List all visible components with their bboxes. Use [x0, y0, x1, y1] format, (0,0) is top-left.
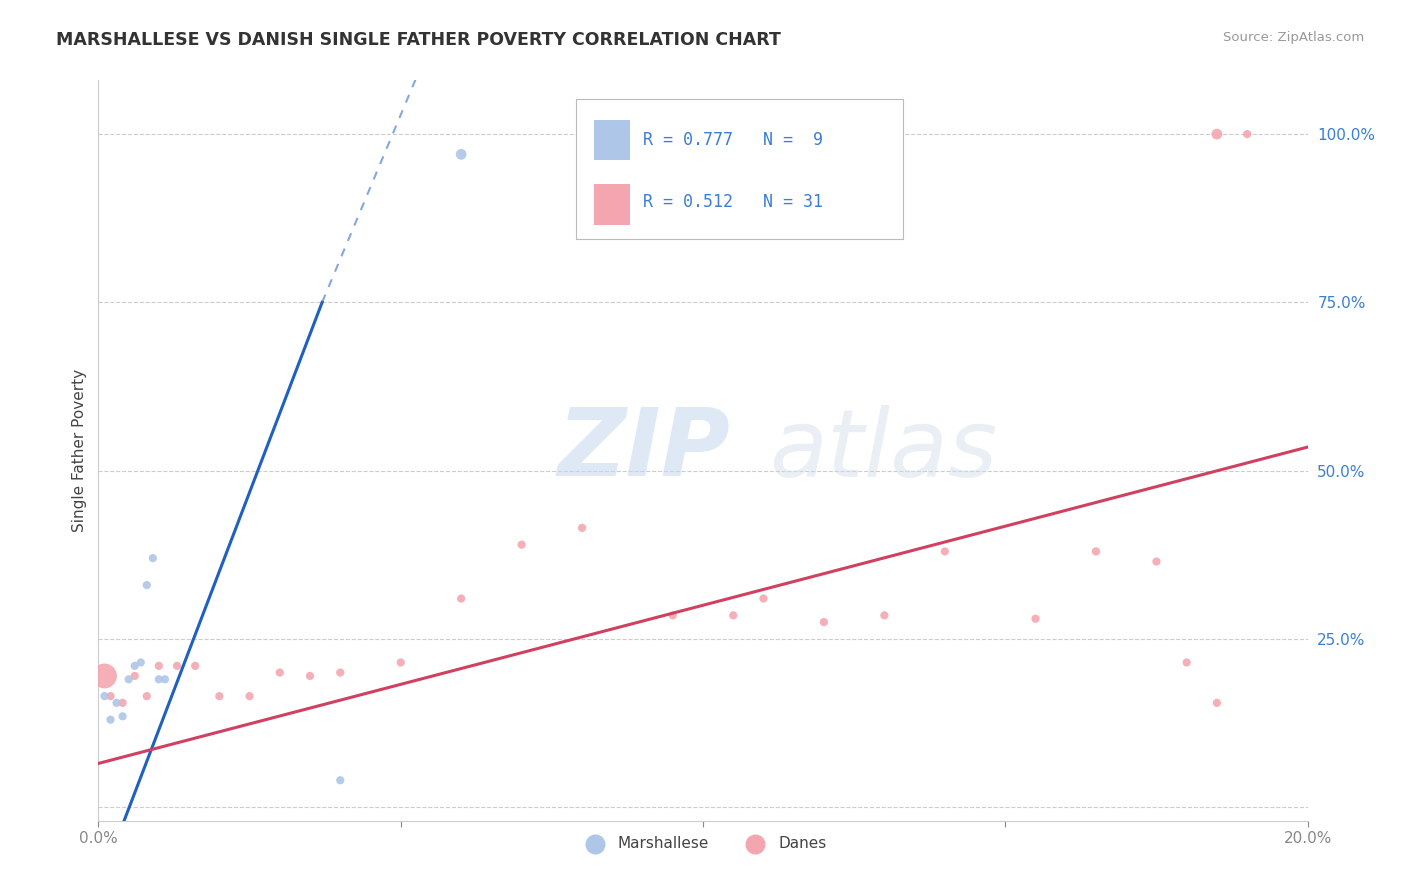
- Point: [118, 673, 141, 687]
- Text: atlas: atlas: [769, 405, 998, 496]
- Point: [1144, 554, 1167, 569]
- Point: [100, 713, 122, 727]
- Y-axis label: Single Father Poverty: Single Father Poverty: [72, 369, 87, 532]
- Point: [142, 551, 165, 566]
- Point: [1236, 127, 1258, 141]
- Point: [873, 608, 896, 623]
- Point: [208, 689, 231, 703]
- Point: [329, 773, 352, 788]
- Point: [148, 673, 170, 687]
- Point: [269, 665, 291, 680]
- Point: [124, 658, 146, 673]
- Text: R = 0.777   N =  9: R = 0.777 N = 9: [643, 130, 823, 148]
- Legend: Marshallese, Danes: Marshallese, Danes: [574, 830, 832, 857]
- Point: [1206, 696, 1229, 710]
- Point: [239, 689, 262, 703]
- Point: [1024, 612, 1046, 626]
- Text: Source: ZipAtlas.com: Source: ZipAtlas.com: [1223, 31, 1364, 45]
- Point: [93, 689, 115, 703]
- Bar: [595, 120, 630, 161]
- Point: [1206, 127, 1229, 141]
- Point: [124, 669, 146, 683]
- Point: [100, 689, 122, 703]
- Text: MARSHALLESE VS DANISH SINGLE FATHER POVERTY CORRELATION CHART: MARSHALLESE VS DANISH SINGLE FATHER POVE…: [56, 31, 782, 49]
- Point: [1175, 656, 1198, 670]
- Point: [148, 658, 170, 673]
- Point: [1085, 544, 1108, 558]
- Point: [934, 544, 956, 558]
- Point: [299, 669, 322, 683]
- Point: [93, 669, 115, 683]
- Point: [153, 673, 176, 687]
- Point: [723, 608, 745, 623]
- Point: [450, 147, 472, 161]
- Point: [734, 147, 756, 161]
- Point: [510, 538, 533, 552]
- Point: [389, 656, 412, 670]
- Point: [813, 615, 835, 629]
- Point: [329, 665, 352, 680]
- Point: [661, 608, 683, 623]
- Point: [105, 696, 128, 710]
- Point: [135, 578, 157, 592]
- Point: [166, 658, 188, 673]
- Point: [450, 591, 472, 606]
- Point: [111, 709, 134, 723]
- Text: ZIP: ZIP: [558, 404, 731, 497]
- Text: R = 0.512   N = 31: R = 0.512 N = 31: [643, 194, 823, 211]
- Point: [129, 656, 152, 670]
- Bar: [595, 184, 630, 225]
- Point: [752, 591, 775, 606]
- Point: [111, 696, 134, 710]
- Point: [184, 658, 207, 673]
- Point: [135, 689, 157, 703]
- Point: [571, 521, 593, 535]
- FancyBboxPatch shape: [576, 99, 903, 239]
